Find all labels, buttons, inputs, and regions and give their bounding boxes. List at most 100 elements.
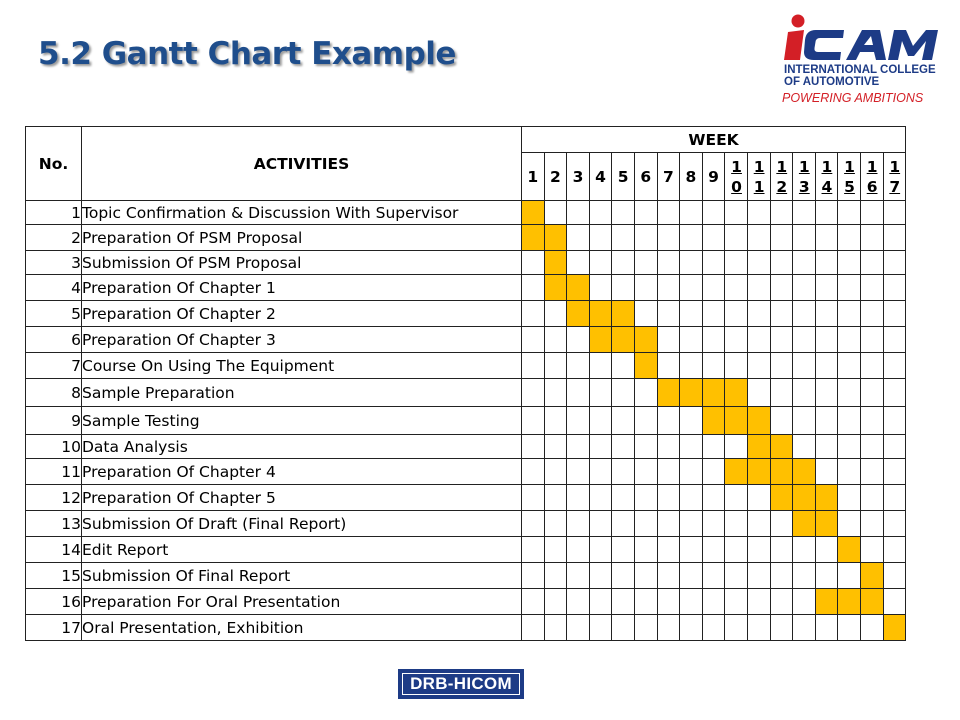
table-row: 4 Preparation Of Chapter 1 (25, 274, 907, 301)
gantt-empty-cell (724, 326, 748, 353)
gantt-empty-cell (882, 250, 907, 275)
gantt-empty-cell (724, 200, 748, 225)
gantt-bar-cell (679, 378, 703, 407)
gantt-empty-cell (566, 200, 590, 225)
gantt-empty-cell (588, 352, 613, 379)
gantt-empty-cell (588, 562, 613, 589)
week-header-15: 15 (837, 152, 861, 201)
logo-line-1: INTERNATIONAL COLLEGE (784, 64, 936, 76)
activity-label: Preparation Of Chapter 1 (81, 274, 522, 301)
week-header-8: 8 (679, 152, 703, 201)
gantt-empty-cell (611, 458, 635, 485)
gantt-empty-cell (611, 562, 635, 589)
gantt-empty-cell (679, 352, 703, 379)
gantt-empty-cell (701, 274, 726, 301)
week-label: 15 (844, 157, 855, 196)
gantt-empty-cell (882, 274, 907, 301)
row-number: 11 (25, 458, 82, 485)
row-number: 12 (25, 484, 82, 511)
gantt-empty-cell (859, 614, 884, 641)
gantt-empty-cell (701, 352, 726, 379)
gantt-empty-cell (611, 510, 635, 537)
activity-label: Preparation Of Chapter 5 (81, 484, 522, 511)
gantt-empty-cell (769, 510, 794, 537)
gantt-empty-cell (769, 250, 794, 275)
week-label: 4 (595, 167, 606, 186)
gantt-empty-cell (633, 562, 658, 589)
week-header-4: 4 (588, 152, 613, 201)
gantt-empty-cell (701, 484, 726, 511)
gantt-empty-cell (769, 274, 794, 301)
gantt-bar-cell (792, 484, 816, 511)
gantt-empty-cell (588, 536, 613, 563)
gantt-bar-cell (701, 378, 726, 407)
gantt-empty-cell (701, 300, 726, 327)
gantt-empty-cell (633, 274, 658, 301)
gantt-empty-cell (521, 274, 545, 301)
gantt-empty-cell (746, 250, 771, 275)
gantt-empty-cell (656, 224, 681, 251)
gantt-empty-cell (521, 300, 545, 327)
gantt-empty-cell (882, 352, 907, 379)
table-row: 16 Preparation For Oral Presentation (25, 588, 907, 615)
gantt-empty-cell (566, 458, 590, 485)
activity-label: Submission Of Draft (Final Report) (81, 510, 522, 537)
gantt-empty-cell (724, 274, 748, 301)
icam-logo: INTERNATIONAL COLLEGE OF AUTOMOTIVE POWE… (776, 8, 948, 106)
gantt-empty-cell (566, 406, 590, 435)
gantt-empty-cell (837, 484, 861, 511)
gantt-bar-cell (746, 406, 771, 435)
gantt-empty-cell (701, 458, 726, 485)
gantt-bar-cell (724, 378, 748, 407)
gantt-empty-cell (679, 484, 703, 511)
gantt-empty-cell (701, 200, 726, 225)
gantt-bar-cell (792, 458, 816, 485)
gantt-empty-cell (769, 406, 794, 435)
gantt-empty-cell (724, 250, 748, 275)
row-number: 9 (25, 406, 82, 435)
week-label: 7 (662, 167, 674, 186)
week-label: 9 (708, 167, 719, 186)
gantt-bar-cell (611, 300, 635, 327)
activity-label: Submission Of Final Report (81, 562, 522, 589)
gantt-empty-cell (814, 614, 839, 641)
gantt-empty-cell (701, 326, 726, 353)
gantt-empty-cell (769, 224, 794, 251)
gantt-empty-cell (611, 484, 635, 511)
gantt-empty-cell (701, 224, 726, 251)
gantt-bar-cell (566, 300, 590, 327)
gantt-empty-cell (521, 458, 545, 485)
gantt-bar-cell (701, 406, 726, 435)
activity-label: Data Analysis (81, 434, 522, 459)
gantt-bar-cell (543, 274, 568, 301)
row-number: 10 (25, 434, 82, 459)
gantt-empty-cell (543, 458, 568, 485)
gantt-bar-cell (543, 250, 568, 275)
gantt-empty-cell (792, 274, 816, 301)
gantt-empty-cell (588, 274, 613, 301)
activity-label: Preparation For Oral Presentation (81, 588, 522, 615)
gantt-empty-cell (543, 200, 568, 225)
gantt-empty-cell (859, 326, 884, 353)
gantt-empty-cell (701, 588, 726, 615)
gantt-empty-cell (633, 536, 658, 563)
gantt-empty-cell (566, 536, 590, 563)
gantt-empty-cell (611, 274, 635, 301)
gantt-bar-cell (588, 326, 613, 353)
gantt-empty-cell (859, 406, 884, 435)
gantt-empty-cell (792, 326, 816, 353)
row-number: 5 (25, 300, 82, 327)
icam-wordmark-icon (784, 14, 938, 60)
gantt-empty-cell (611, 434, 635, 459)
gantt-empty-cell (701, 536, 726, 563)
gantt-empty-cell (882, 484, 907, 511)
gantt-empty-cell (588, 588, 613, 615)
gantt-empty-cell (814, 224, 839, 251)
gantt-empty-cell (792, 300, 816, 327)
gantt-empty-cell (746, 588, 771, 615)
gantt-empty-cell (792, 406, 816, 435)
logo-line-2: OF AUTOMOTIVE (784, 76, 880, 88)
gantt-empty-cell (724, 562, 748, 589)
gantt-empty-cell (837, 510, 861, 537)
gantt-empty-cell (588, 250, 613, 275)
